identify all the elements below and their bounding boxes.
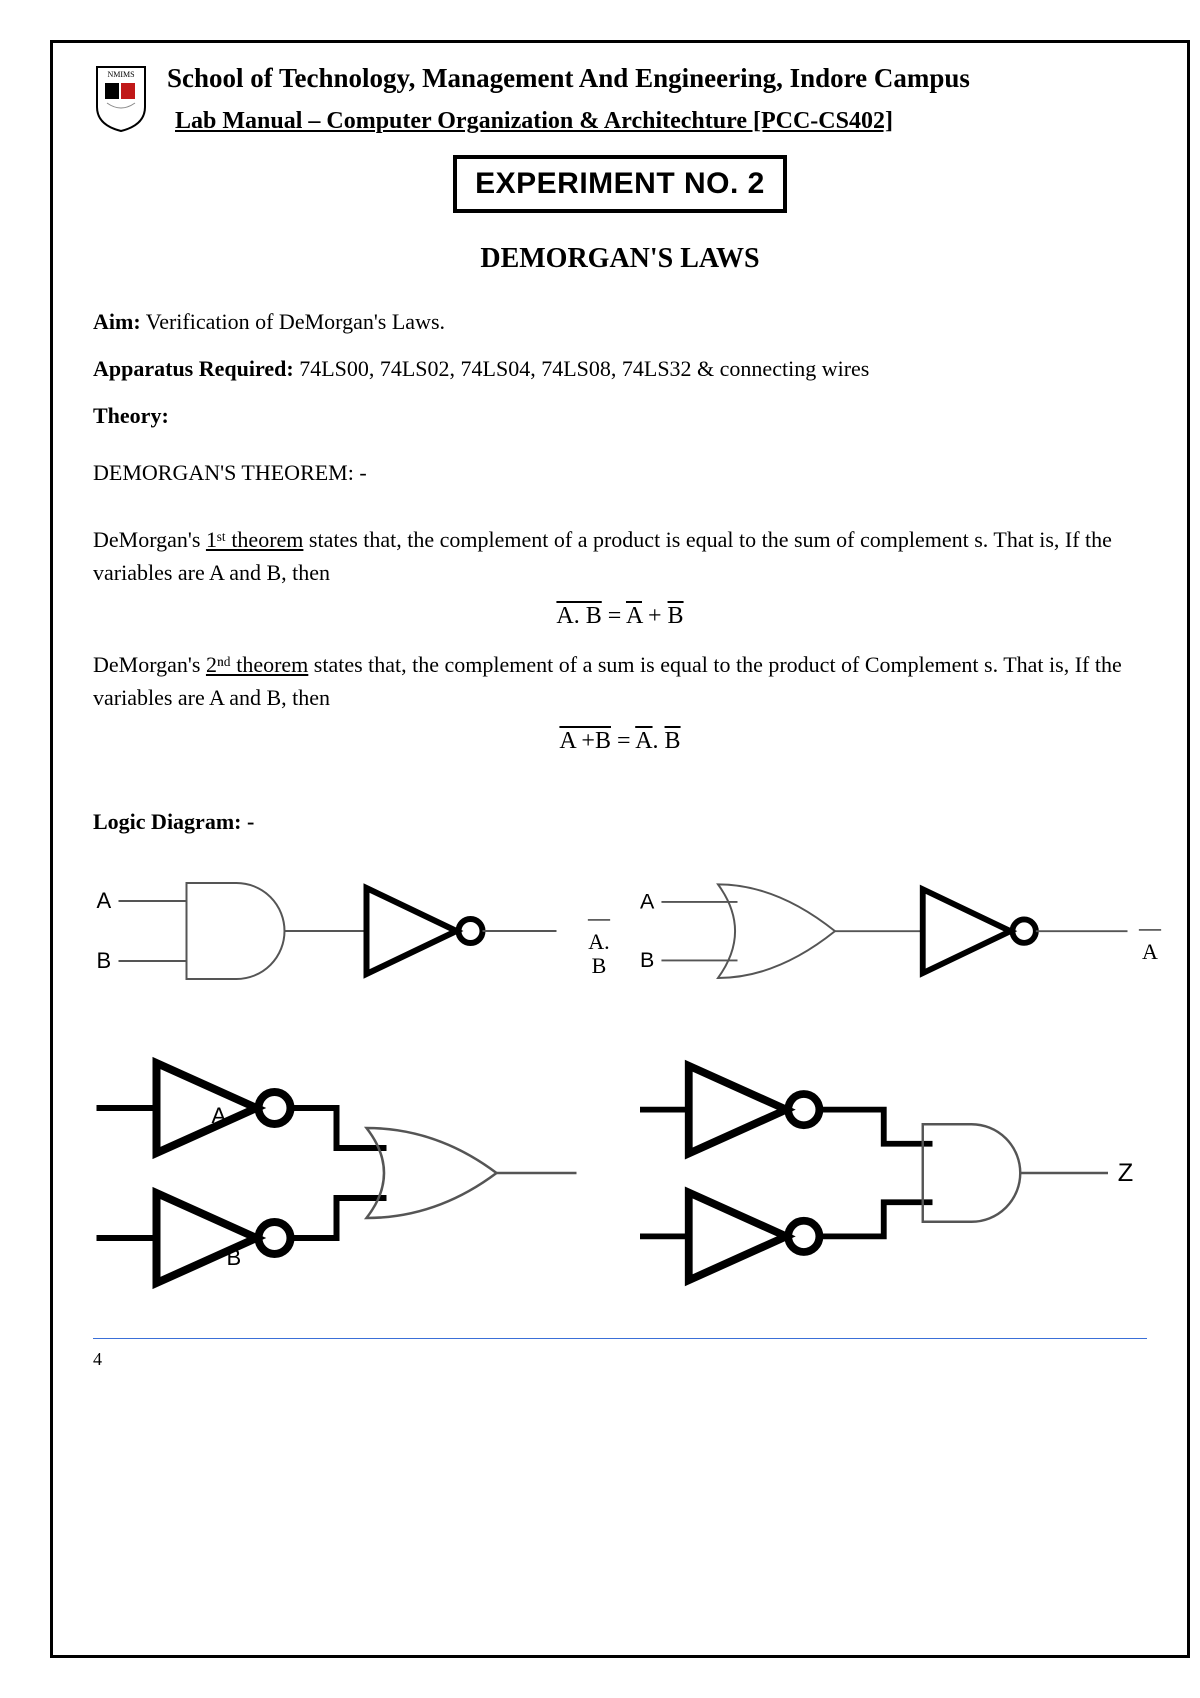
apparatus-text: 74LS00, 74LS02, 74LS04, 74LS08, 74LS32 &… [294,356,870,381]
theorem-heading: DEMORGAN'S THEOREM: - [93,456,1147,489]
equation-2: A +B = A. B [93,728,1147,755]
theorem2-text: DeMorgan's 2ⁿᵈ theorem states that, the … [93,648,1147,714]
eq1-plus: + [642,603,668,629]
logic-diagram-label: Logic Diagram: - [93,805,1147,838]
theorem1-link: 1ˢᵗ theorem [206,527,303,552]
header: NMIMS School of Technology, Management A… [93,63,1147,135]
institution-logo: NMIMS [93,63,149,133]
aim-text: Verification of DeMorgan's Laws. [141,309,445,334]
out1-l2: A. [588,930,610,954]
input-b-label: B [97,948,112,973]
output-aplusb-bar: — A [1139,916,1161,964]
apparatus-line: Apparatus Required: 74LS00, 74LS02, 74LS… [93,352,1147,385]
circuit-not-not-and-svg: Z [640,1043,1147,1303]
experiment-box-wrap: EXPERIMENT NO. 2 [93,155,1147,213]
out1-l3: B [588,954,610,978]
output-ab-bar: — A. B [588,906,610,979]
equation-1: A. B = A + B [93,603,1147,630]
page-number: 4 [93,1349,1147,1370]
experiment-number-box: EXPERIMENT NO. 2 [453,155,787,213]
diagram-row-2: A B [93,1043,1147,1308]
input-a-label: A [97,888,112,913]
input-b-label: B [640,948,654,972]
experiment-title: DEMORGAN'S LAWS [93,243,1147,275]
eq2-dot: . [653,728,665,754]
input-a-label: A [640,890,655,914]
out1-l1: — [588,906,610,930]
eq1-mid: = [602,603,626,629]
theory-label: Theory: [93,399,1147,432]
lab-manual-title: Lab Manual – Computer Organization & Arc… [175,108,1147,135]
eq2-mid: = [611,728,635,754]
eq1-lhs: A. B [556,603,601,629]
logic-diagrams: A B — A. B [93,868,1147,1308]
circuit-not-not-or: A B [93,1043,600,1308]
circuit-not-not-or-svg: A B [93,1043,600,1303]
header-texts: School of Technology, Management And Eng… [167,63,1147,135]
footer-rule [93,1338,1147,1339]
output-z-label: Z [1118,1159,1133,1187]
out2-l2: A [1139,940,1161,964]
school-title: School of Technology, Management And Eng… [167,63,1147,94]
out2-l1: — [1139,916,1161,940]
eq2-lhs: A +B [559,728,611,754]
logo-text: NMIMS [107,70,134,79]
theorem2-pre: DeMorgan's [93,652,206,677]
circuit-and-not: A B — A. B [93,868,600,1013]
not-a-label: A [212,1103,227,1128]
eq2-b: B [665,728,681,754]
theorem2-link: 2ⁿᵈ theorem [206,652,308,677]
aim-label: Aim: [93,309,141,334]
circuit-and-not-svg: A B [93,868,600,1008]
diagram-row-1: A B — A. B [93,868,1147,1013]
theorem1-text: DeMorgan's 1ˢᵗ theorem states that, the … [93,523,1147,589]
circuit-or-not-svg: A B [640,868,1147,1008]
aim-line: Aim: Verification of DeMorgan's Laws. [93,305,1147,338]
eq1-b: B [668,603,684,629]
eq1-a: A [626,603,642,629]
circuit-or-not: A B — A [640,868,1147,1013]
page-border: NMIMS School of Technology, Management A… [50,40,1190,1658]
theorem1-pre: DeMorgan's [93,527,206,552]
apparatus-label: Apparatus Required: [93,356,294,381]
not-b-label: B [227,1245,242,1270]
circuit-not-not-and: Z [640,1043,1147,1308]
eq2-a: A [635,728,652,754]
